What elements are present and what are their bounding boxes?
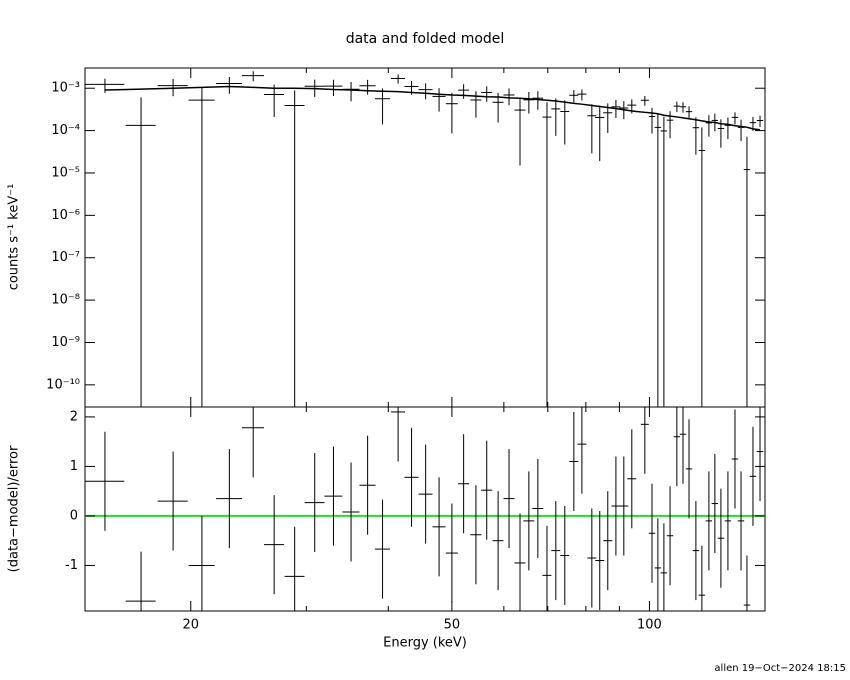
residual-panel [85,407,765,611]
footer: allen 19−Oct−2024 18:15 [714,663,846,674]
residual-y-tick-label: 2 [70,409,78,424]
y-tick-label: 10⁻⁹ [51,335,80,350]
x-axis-label: Energy (keV) [383,636,467,651]
top-frame [84,67,766,408]
chart-title: data and folded model [346,31,505,47]
residual-y-tick-label: 1 [70,459,78,474]
y-tick-label: 10⁻⁴ [51,123,80,138]
y-tick-label: 10⁻⁸ [51,293,80,308]
spectrum-panel [85,71,764,407]
y-axis-label: counts s⁻¹ keV⁻¹ [7,184,22,291]
y-tick-label: 10⁻⁷ [51,250,80,265]
model-line [104,85,761,131]
x-tick-label: 20 [182,618,199,633]
x-tick-label: 100 [637,618,662,633]
y-tick-label: 10⁻⁵ [51,165,80,180]
bottom-frame [84,406,766,612]
residual-y-tick-label: -1 [65,558,78,573]
y-tick-label: 10⁻¹⁰ [46,377,80,392]
y-tick-label: 10⁻⁶ [51,208,80,223]
residual-axis-label: (data−model)/error [7,445,22,572]
y-tick-label: 10⁻³ [51,81,80,96]
x-tick-label: 50 [444,618,461,633]
residual-y-tick-label: 0 [70,508,78,523]
